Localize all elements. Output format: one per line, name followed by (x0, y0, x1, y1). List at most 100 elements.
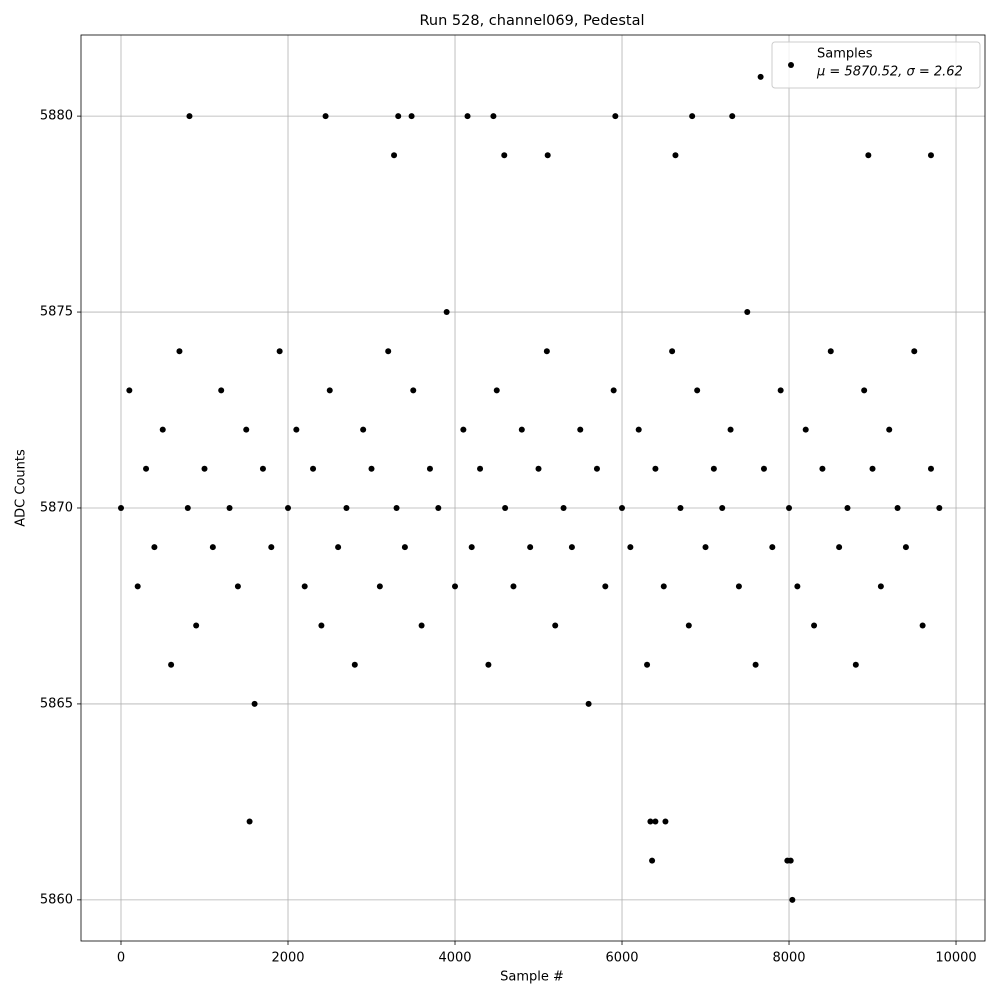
point (360, 426, 367, 433)
point (819, 465, 826, 472)
point (395, 113, 402, 120)
y-axis-label: ADC Counts (14, 449, 29, 527)
point (694, 387, 701, 394)
point (877, 583, 884, 590)
point (151, 544, 158, 551)
x-tick-label: 0 (117, 951, 125, 966)
point (426, 465, 433, 472)
point (493, 387, 500, 394)
point (777, 387, 784, 394)
point (335, 544, 342, 551)
point (787, 857, 794, 864)
point (886, 426, 893, 433)
point (234, 583, 241, 590)
point (844, 504, 851, 511)
point (677, 504, 684, 511)
point (318, 622, 325, 629)
x-tick-label: 6000 (605, 951, 638, 966)
legend-box (771, 41, 981, 89)
point (610, 387, 617, 394)
point (769, 544, 776, 551)
x-tick-label: 10000 (935, 951, 976, 966)
point (919, 622, 926, 629)
point (719, 504, 726, 511)
point (902, 544, 909, 551)
point (490, 113, 497, 120)
point (552, 622, 559, 629)
point (647, 818, 654, 825)
point (865, 152, 872, 159)
point (669, 348, 676, 355)
point (435, 504, 442, 511)
y-tick-label: 5860 (40, 892, 73, 907)
point (134, 583, 141, 590)
point (568, 544, 575, 551)
point (351, 661, 358, 668)
point (268, 544, 275, 551)
point (735, 583, 742, 590)
x-tick-label: 4000 (438, 951, 471, 966)
y-tick-label: 5870 (40, 500, 73, 515)
point (176, 348, 183, 355)
x-tick-label: 2000 (271, 951, 304, 966)
point (326, 387, 333, 394)
point (443, 309, 450, 316)
point (117, 504, 124, 511)
x-tick-label: 8000 (772, 951, 805, 966)
point (544, 152, 551, 159)
point (285, 504, 292, 511)
point (660, 583, 667, 590)
point (852, 661, 859, 668)
point (635, 426, 642, 433)
point (385, 348, 392, 355)
point (757, 73, 764, 80)
point (802, 426, 809, 433)
point (827, 348, 834, 355)
point (612, 113, 619, 120)
point (246, 818, 253, 825)
point (894, 504, 901, 511)
point (408, 113, 415, 120)
point (729, 113, 736, 120)
point (485, 661, 492, 668)
point (502, 504, 509, 511)
point (869, 465, 876, 472)
point (159, 426, 166, 433)
point (143, 465, 150, 472)
point (393, 504, 400, 511)
legend: Samples μ = 5870.52, σ = 2.62 (771, 41, 981, 89)
point (501, 152, 508, 159)
point (343, 504, 350, 511)
point (644, 661, 651, 668)
point (168, 661, 175, 668)
point (518, 426, 525, 433)
point (218, 387, 225, 394)
point (744, 309, 751, 316)
point (310, 465, 317, 472)
point (911, 348, 918, 355)
point (685, 622, 692, 629)
point (418, 622, 425, 629)
point (752, 661, 759, 668)
point (619, 504, 626, 511)
point (293, 426, 300, 433)
point (836, 544, 843, 551)
point (209, 544, 216, 551)
point (760, 465, 767, 472)
point (652, 818, 659, 825)
point (649, 857, 656, 864)
y-tick-label: 5875 (40, 305, 73, 320)
plot-area (81, 35, 985, 941)
point (391, 152, 398, 159)
legend-label: Samples (817, 47, 873, 62)
point (936, 504, 943, 511)
point (322, 113, 329, 120)
point (126, 387, 133, 394)
point (543, 348, 550, 355)
point (243, 426, 250, 433)
axes-frame (80, 34, 986, 942)
point (560, 504, 567, 511)
point (627, 544, 634, 551)
